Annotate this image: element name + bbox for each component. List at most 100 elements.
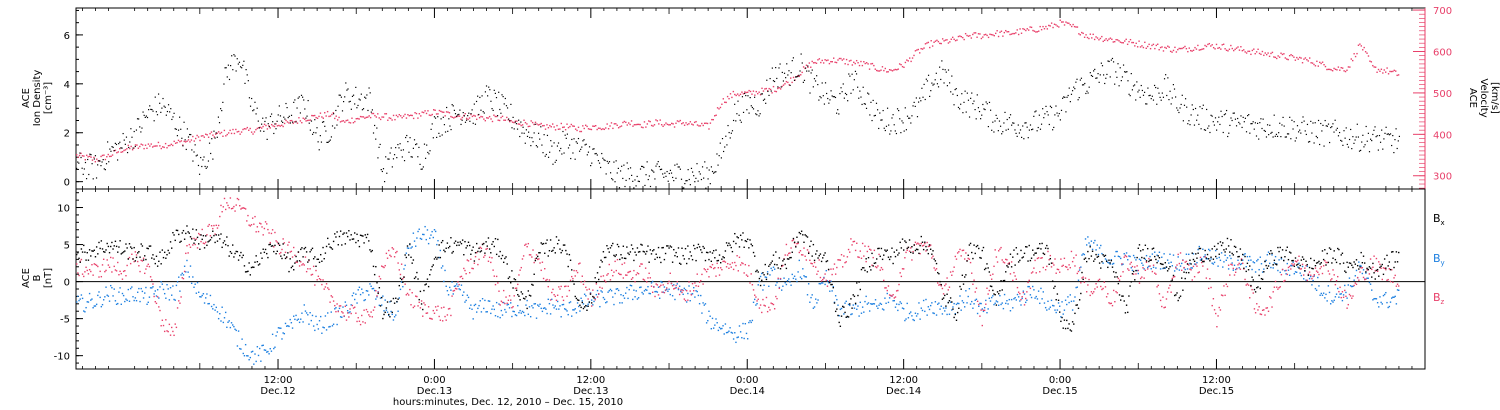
density-point (1225, 109, 1228, 112)
by-point (388, 314, 390, 317)
by-point (273, 347, 275, 350)
velocity-point (1380, 68, 1383, 70)
bz-point (269, 241, 271, 244)
velocity-point (1188, 47, 1190, 49)
density-point (1383, 138, 1385, 140)
density-point (1058, 112, 1060, 115)
bx-point (169, 241, 172, 243)
bz-point (227, 204, 229, 207)
by-point (1383, 293, 1386, 296)
density-point (694, 181, 696, 183)
by-point (459, 288, 461, 291)
density-point (1030, 129, 1033, 131)
velocity-point (714, 115, 716, 117)
by-point (473, 304, 476, 307)
bz-point (1360, 267, 1362, 269)
density-point (1273, 114, 1275, 116)
bx-point (467, 241, 470, 243)
bz-point (947, 289, 949, 291)
density-point (105, 163, 108, 165)
velocity-point (1316, 60, 1318, 63)
by-point (262, 344, 264, 347)
velocity-point (676, 120, 679, 122)
by-point (207, 303, 209, 305)
bz-point (1378, 261, 1380, 263)
density-point (376, 127, 378, 129)
bx-point (361, 234, 363, 237)
density-point (446, 106, 448, 109)
velocity-point (943, 40, 945, 42)
bz-point (1295, 261, 1298, 263)
by-point (1146, 266, 1149, 269)
density-point (567, 147, 570, 149)
bx-point (519, 299, 521, 301)
bz-point (200, 240, 202, 243)
density-point (1111, 57, 1114, 60)
bx-point (243, 265, 246, 267)
density-point (1188, 120, 1190, 122)
by-point (718, 326, 721, 329)
density-point (223, 83, 225, 85)
bx-point (273, 250, 275, 253)
by-point (1032, 285, 1034, 288)
by-point (147, 301, 149, 304)
velocity-point (1287, 58, 1289, 61)
bz-point (1026, 291, 1028, 293)
density-point (1203, 129, 1206, 131)
velocity-point (529, 125, 531, 128)
bz-point (1376, 270, 1379, 273)
bx-point (407, 254, 410, 256)
density-point (408, 151, 410, 153)
velocity-point (936, 39, 938, 42)
velocity-point (917, 48, 919, 51)
bx-point (98, 241, 100, 244)
bx-point (552, 249, 554, 252)
by-point (931, 302, 933, 304)
density-point (418, 146, 420, 149)
velocity-point (217, 131, 220, 133)
by-point (1090, 240, 1093, 242)
velocity-point (820, 61, 822, 64)
by-point (531, 305, 533, 307)
b-ytick-label: -10 (54, 352, 70, 363)
density-point (321, 121, 324, 123)
bz-point (1325, 261, 1327, 264)
bx-point (433, 258, 436, 260)
bx-point (370, 250, 372, 253)
bz-point (669, 272, 671, 274)
bz-point (942, 293, 945, 295)
velocity-point (1202, 48, 1205, 50)
density-point (762, 99, 765, 101)
by-point (513, 310, 515, 313)
bz-point (920, 242, 922, 245)
velocity-point (617, 127, 620, 129)
bz-point (1381, 278, 1383, 281)
by-point (724, 323, 727, 325)
velocity-point (348, 121, 350, 124)
density-point (174, 128, 176, 130)
by-point (168, 299, 171, 301)
velocity-point (233, 132, 236, 135)
velocity-point (941, 38, 944, 40)
bz-point (1277, 288, 1279, 290)
density-point (216, 136, 218, 138)
bz-point (356, 320, 358, 323)
by-point (185, 271, 187, 273)
by-point (450, 289, 452, 291)
density-point (844, 92, 847, 95)
by-point (403, 268, 405, 270)
density-point (1191, 104, 1193, 106)
by-point (528, 306, 531, 308)
density-point (218, 122, 221, 124)
bz-point (479, 246, 481, 249)
velocity-point (1187, 50, 1189, 53)
density-point (238, 61, 241, 63)
density-point (258, 127, 260, 129)
by-point (944, 310, 946, 312)
velocity-point (1310, 62, 1312, 64)
bz-point (488, 256, 491, 259)
velocity-point (84, 159, 87, 161)
bz-point (171, 326, 173, 329)
by-point (115, 303, 118, 306)
by-point (612, 296, 614, 298)
